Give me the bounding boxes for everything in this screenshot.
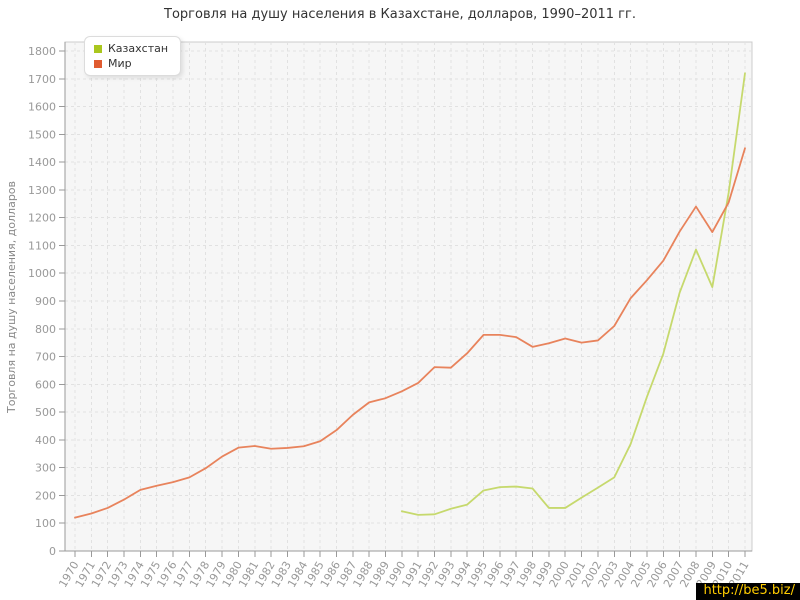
y-tick-label: 900 (35, 295, 56, 308)
legend-swatch-mir (94, 59, 102, 68)
legend-swatch-kazakhstan (94, 44, 102, 53)
y-tick-label: 1100 (28, 239, 56, 252)
legend-item-mir: Мир (94, 56, 168, 71)
y-tick-label: 400 (35, 434, 56, 447)
series-line-mir (74, 147, 746, 519)
y-tick-label: 300 (35, 462, 56, 475)
legend-item-kazakhstan: Казахстан (94, 41, 168, 56)
legend-label: Мир (108, 57, 132, 70)
y-tick-label: 1200 (28, 212, 56, 225)
y-tick-label: 700 (35, 351, 56, 364)
y-axis-title: Торговля на душу населения, долларов (5, 181, 18, 414)
y-tick-label: 1700 (28, 73, 56, 86)
y-tick-label: 800 (35, 323, 56, 336)
y-tick-label: 1400 (28, 156, 56, 169)
y-tick-label: 1000 (28, 267, 56, 280)
y-tick-label: 100 (35, 517, 56, 530)
y-tick-label: 500 (35, 406, 56, 419)
chart-title: Торговля на душу населения в Казахстане,… (164, 7, 636, 22)
y-tick-label: 1800 (28, 45, 56, 58)
legend: Казахстан Мир (84, 36, 182, 76)
y-tick-label: 1500 (28, 128, 56, 141)
y-tick-label: 1300 (28, 184, 56, 197)
y-tick-label: 600 (35, 378, 56, 391)
y-tick-label: 1600 (28, 101, 56, 114)
legend-label: Казахстан (108, 42, 169, 55)
watermark-link[interactable]: http://be5.biz/ (696, 583, 800, 600)
y-tick-label: 0 (49, 545, 56, 558)
y-tick-label: 200 (35, 489, 56, 502)
series-line-kazakhstan (400, 72, 746, 516)
